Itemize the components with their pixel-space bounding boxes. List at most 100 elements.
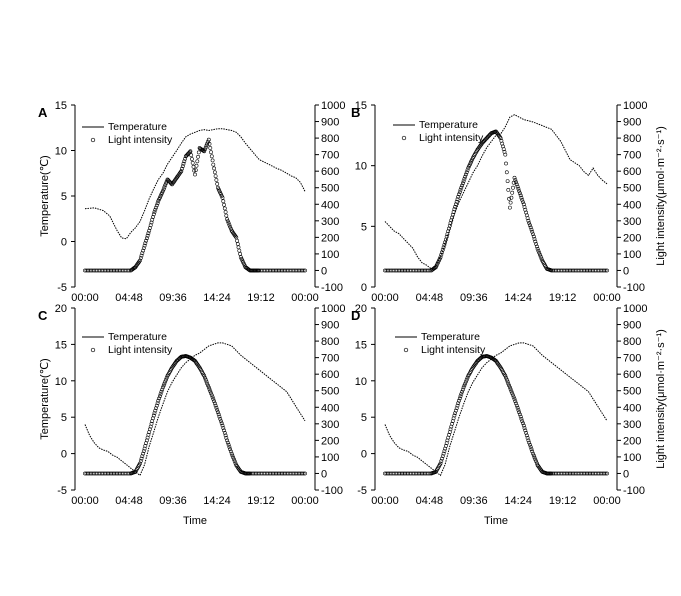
light-point	[225, 438, 230, 443]
light-point	[144, 441, 149, 446]
right-tick-label: 300	[321, 419, 339, 431]
light-point	[443, 446, 448, 451]
legend-temperature-label: Temperature	[108, 121, 167, 133]
light-point	[209, 150, 213, 155]
right-tick-label: 500	[321, 386, 339, 398]
light-point	[189, 157, 194, 161]
right-tick-label: 400	[623, 402, 641, 414]
light-point	[534, 459, 539, 464]
right-tick-label: 800	[321, 336, 339, 348]
light-point	[207, 387, 212, 392]
light-point	[503, 373, 508, 378]
right-tick-label: 1000	[321, 303, 345, 315]
left-tick-label: -5	[57, 282, 67, 294]
light-point	[228, 449, 233, 454]
right-tick-label: 900	[623, 320, 641, 332]
light-point	[161, 383, 166, 388]
light-point	[460, 389, 465, 394]
light-point	[189, 153, 194, 158]
panel-letter: A	[38, 105, 48, 120]
light-point	[528, 225, 533, 230]
light-point	[147, 427, 152, 432]
light-point	[513, 399, 518, 404]
x-tick-label: 04:48	[416, 292, 444, 304]
light-point	[230, 453, 235, 458]
light-point	[162, 185, 167, 190]
right-tick-label: -100	[623, 485, 645, 497]
light-point	[538, 252, 542, 257]
light-point	[537, 250, 542, 255]
light-point	[221, 199, 226, 204]
light-point	[459, 392, 464, 396]
left-tick-label: 15	[355, 100, 367, 112]
light-point	[454, 199, 459, 204]
light-point	[452, 207, 457, 212]
light-point	[223, 210, 228, 214]
light-point	[450, 215, 455, 220]
light-point	[206, 137, 211, 142]
light-point	[458, 394, 463, 399]
light-point	[227, 445, 232, 449]
light-point	[157, 394, 162, 399]
light-point	[202, 147, 207, 152]
legend-temperature-label: Temperature	[419, 119, 478, 131]
light-point	[460, 181, 465, 186]
light-point	[438, 461, 443, 466]
light-point	[194, 163, 199, 168]
light-point	[138, 256, 143, 260]
left-tick-label: 10	[355, 376, 367, 388]
x-tick-label: 00:00	[593, 292, 621, 304]
light-point	[154, 203, 159, 208]
right-axis-title: Light intensity(μmol·m⁻²·s⁻¹)	[655, 329, 667, 469]
light-point	[536, 248, 541, 253]
light-point	[438, 255, 443, 260]
light-point	[447, 432, 451, 437]
right-tick-label: -100	[321, 485, 343, 497]
left-tick-label: 10	[355, 161, 367, 173]
light-point	[143, 241, 148, 246]
light-point	[152, 210, 157, 214]
light-point	[301, 471, 306, 476]
light-point	[160, 190, 165, 195]
light-point	[214, 405, 219, 410]
light-point	[455, 403, 460, 408]
x-tick-label: 04:48	[115, 292, 143, 304]
light-point	[461, 179, 466, 184]
light-point	[448, 427, 453, 432]
light-intensity-series	[83, 354, 307, 476]
right-tick-label: 1000	[623, 100, 647, 112]
light-point	[464, 170, 469, 175]
light-point	[533, 457, 538, 462]
light-point	[219, 192, 223, 197]
light-point	[182, 159, 187, 164]
light-point	[454, 406, 459, 411]
light-point	[514, 403, 519, 408]
light-point	[216, 412, 221, 417]
light-point	[193, 172, 197, 177]
light-point	[529, 447, 534, 452]
light-point	[520, 197, 525, 202]
light-point	[458, 187, 463, 192]
light-point	[511, 395, 516, 400]
light-point	[462, 176, 467, 181]
light-point	[527, 440, 532, 445]
left-tick-label: 5	[61, 191, 67, 203]
light-point	[461, 385, 466, 390]
right-tick-label: 1000	[321, 100, 345, 112]
light-intensity-series	[383, 129, 609, 273]
light-point	[210, 158, 215, 163]
light-point	[212, 401, 217, 406]
light-point	[520, 419, 525, 424]
right-tick-label: 400	[623, 199, 641, 211]
light-point	[507, 383, 512, 388]
light-point	[441, 451, 446, 456]
right-tick-label: 200	[321, 435, 339, 447]
light-point	[530, 229, 535, 234]
light-point	[456, 194, 461, 199]
light-point	[215, 181, 220, 186]
light-point	[228, 226, 233, 231]
light-point	[460, 183, 465, 188]
right-tick-label: 600	[623, 166, 641, 178]
light-point	[204, 143, 209, 148]
light-point	[210, 395, 215, 400]
